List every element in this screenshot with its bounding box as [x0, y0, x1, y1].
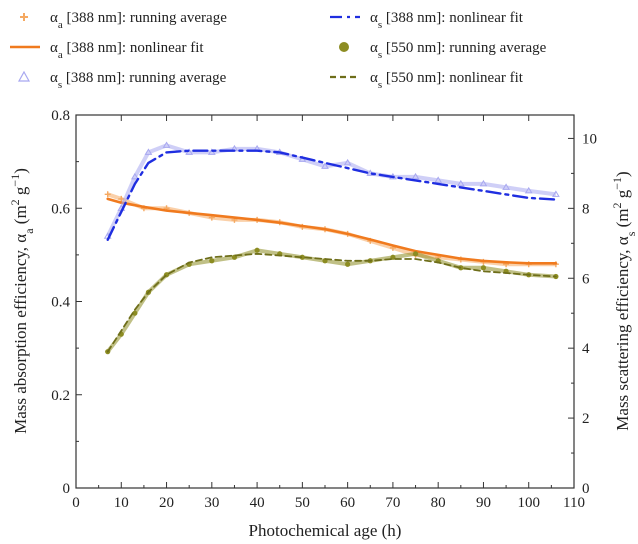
legend-item-aa388_fit: αa [388 nm]: nonlinear fit	[10, 40, 204, 61]
series-band-4	[106, 248, 557, 353]
x-tick-label: 50	[295, 495, 310, 511]
series-line-5	[106, 252, 557, 353]
x-tick-label: 70	[385, 495, 400, 511]
x-tick-label: 110	[563, 495, 585, 511]
legend-item-as550_fit: αs [550 nm]: nonlinear fit	[330, 70, 524, 91]
data-point	[502, 183, 510, 190]
y-left-tick-label: 0.2	[51, 388, 70, 404]
y-right-tick-label: 0	[582, 481, 590, 497]
data-point	[434, 176, 443, 183]
y-left-tick-label: 0.8	[51, 108, 70, 124]
y-right-tick-label: 8	[582, 201, 590, 217]
data-point	[411, 172, 420, 180]
x-axis-title: Photochemical age (h)	[249, 521, 402, 540]
data-point	[132, 310, 138, 316]
series-line-1	[106, 197, 558, 265]
legend-label: αs [550 nm]: running average	[370, 40, 547, 61]
legend: αa [388 nm]: running average αs [388 nm]:…	[10, 10, 547, 91]
data-point	[479, 179, 488, 187]
x-tick-label: 10	[114, 495, 129, 511]
series-line-3	[106, 149, 558, 242]
x-tick-label: 60	[340, 495, 355, 511]
legend-marker	[20, 13, 28, 21]
data-point	[345, 261, 351, 267]
legend-label: αs [550 nm]: nonlinear fit	[370, 70, 524, 91]
data-point	[299, 254, 305, 260]
y-right-tick-label: 2	[582, 411, 590, 427]
legend-marker	[339, 42, 349, 52]
x-tick-label: 20	[159, 495, 174, 511]
y-right-tick-label: 6	[582, 271, 590, 287]
y-left-tick-label: 0	[63, 481, 71, 497]
y-axis-right-title: Mass scattering efficiency, αs (m2 g−1)	[610, 171, 638, 430]
data-point	[552, 190, 560, 197]
y-left-tick-label: 0.4	[51, 295, 70, 311]
data-point	[456, 179, 465, 187]
data-point	[480, 265, 487, 271]
series-layer	[103, 141, 560, 355]
data-point	[130, 172, 139, 180]
series-band-0	[107, 192, 556, 267]
data-point	[343, 158, 352, 166]
series-band-2	[105, 143, 557, 238]
x-tick-label: 90	[476, 495, 491, 511]
data-point	[104, 191, 111, 198]
data-point	[524, 186, 533, 194]
y-right-tick-label: 4	[582, 341, 590, 357]
data-point	[254, 247, 260, 253]
legend-item-aa388_avg: αa [388 nm]: running average	[20, 10, 227, 31]
data-point	[207, 148, 216, 155]
axis-ticks: 0 10 20 30 40 50 60 70 80 90 100 11000.20.40.60.802…	[51, 108, 597, 511]
x-tick-label: 30	[204, 495, 219, 511]
data-point	[209, 258, 215, 264]
legend-label: αs [388 nm]: nonlinear fit	[370, 10, 524, 31]
y-right-tick-label: 10	[582, 131, 597, 147]
legend-item-as550_avg: αs [550 nm]: running average	[339, 40, 547, 61]
data-point	[144, 148, 153, 155]
x-tick-label: 80	[431, 495, 446, 511]
x-tick-label: 0	[72, 495, 80, 511]
data-point	[412, 251, 419, 257]
y-left-tick-label: 0.6	[51, 201, 70, 217]
x-tick-label: 100	[517, 495, 540, 511]
data-point	[321, 162, 329, 169]
data-point	[162, 141, 171, 148]
x-tick-label: 40	[250, 495, 265, 511]
legend-label: αa [388 nm]: nonlinear fit	[50, 40, 204, 61]
legend-label: αa [388 nm]: running average	[50, 10, 227, 31]
legend-label: αs [388 nm]: running average	[50, 70, 227, 91]
legend-marker	[17, 70, 31, 82]
legend-item-as388_fit: αs [388 nm]: nonlinear fit	[330, 10, 524, 31]
y-axis-left-title: Mass absorption efficiency, αa (m2 g−1)	[8, 168, 36, 434]
legend-item-as388_avg: αs [388 nm]: running average	[17, 70, 227, 91]
plot-frame	[75, 114, 575, 489]
